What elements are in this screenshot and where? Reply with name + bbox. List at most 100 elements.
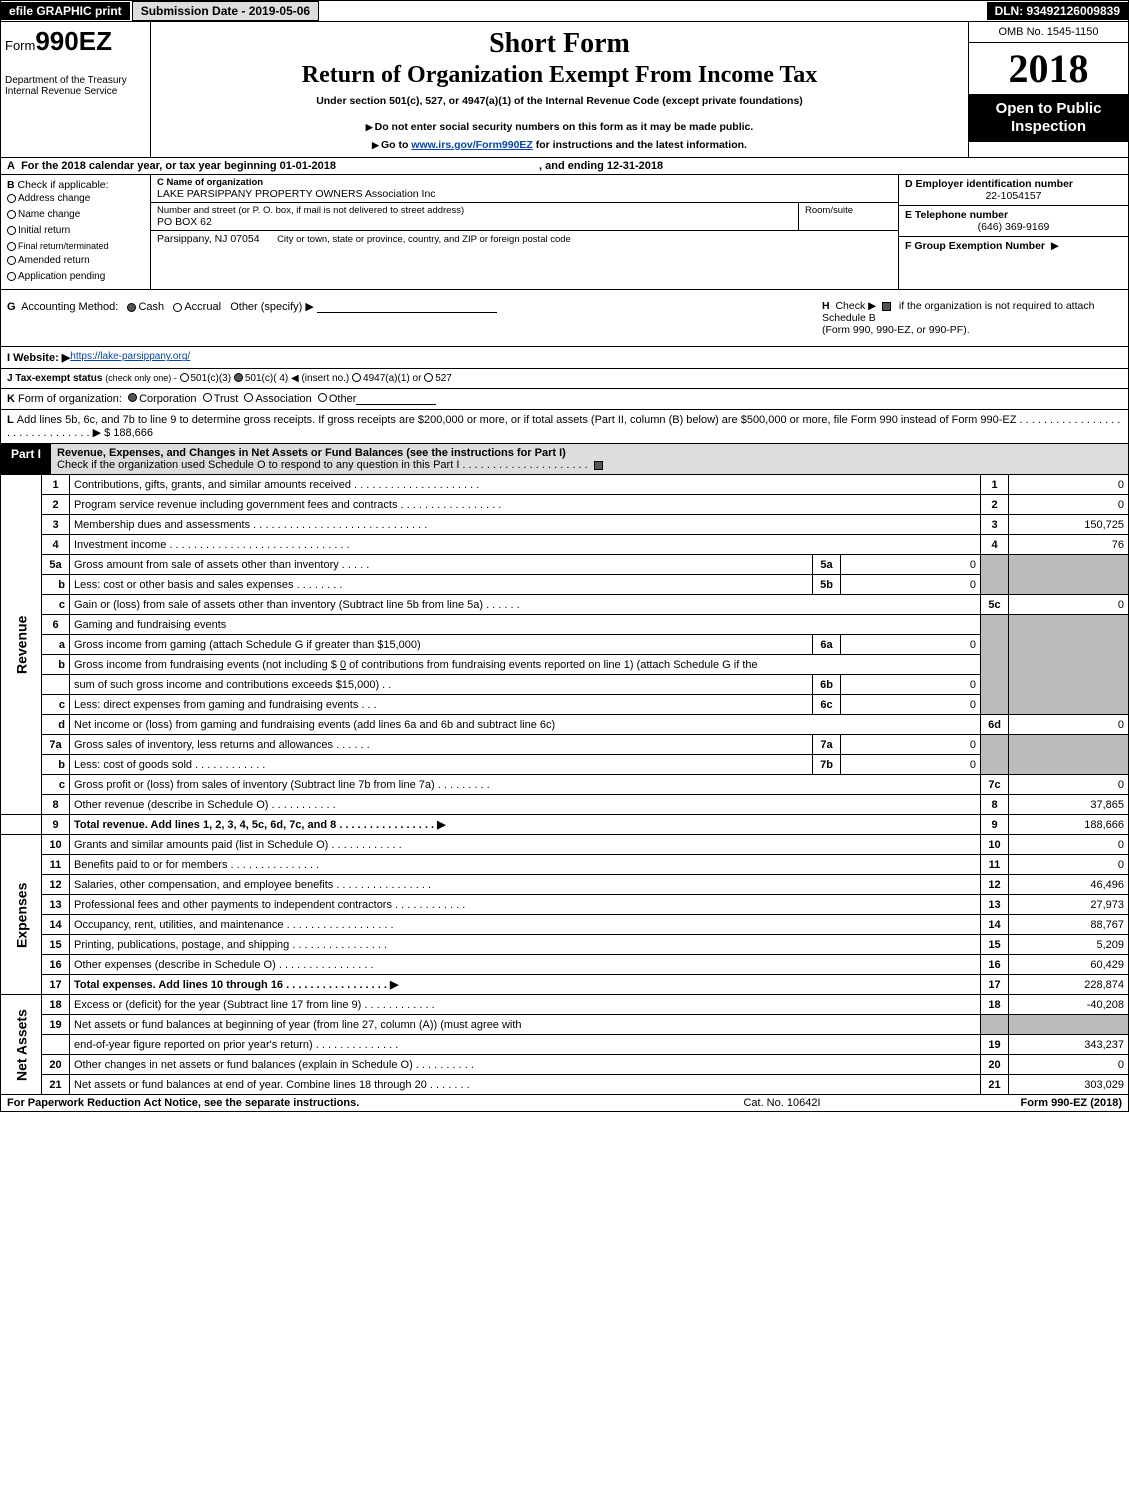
- checkbox-filled-icon[interactable]: [882, 302, 891, 311]
- row-19-2: end-of-year figure reported on prior yea…: [1, 1035, 1129, 1055]
- website-link[interactable]: https://lake-parsippany.org/: [70, 351, 190, 364]
- row-desc: Net income or (loss) from gaming and fun…: [70, 715, 981, 735]
- row-desc: Program service revenue including govern…: [70, 495, 981, 515]
- checkbox-filled-icon[interactable]: [594, 461, 603, 470]
- row-rnum: 19: [981, 1035, 1009, 1055]
- department-treasury: Department of the Treasury: [5, 75, 146, 86]
- form-990ez-footer: Form 990-EZ (2018): [1021, 1097, 1122, 1109]
- line-i: I Website: ▶ https://lake-parsippany.org…: [0, 347, 1129, 369]
- radio-filled-icon[interactable]: [127, 303, 136, 312]
- j-4947: 4947(a)(1) or: [363, 373, 421, 384]
- row-rnum: 17: [981, 975, 1009, 995]
- l-text: Add lines 5b, 6c, and 7b to line 9 to de…: [7, 414, 1120, 439]
- d-ein: D Employer identification number 22-1054…: [899, 175, 1128, 206]
- c-addr-label: Number and street (or P. O. box, if mail…: [157, 205, 798, 216]
- row-num: 8: [42, 795, 70, 815]
- submission-date-button[interactable]: Submission Date - 2019-05-06: [132, 1, 319, 21]
- row-6b-1: b Gross income from fundraising events (…: [1, 655, 1129, 675]
- line-a-content: A For the 2018 calendar year, or tax yea…: [1, 158, 669, 174]
- b-opt-final[interactable]: Final return/terminated: [7, 239, 144, 253]
- radio-icon[interactable]: [244, 393, 253, 402]
- row-rnum: 12: [981, 875, 1009, 895]
- form-990ez: 990EZ: [35, 26, 112, 56]
- row-num: 11: [42, 855, 70, 875]
- row-num: 21: [42, 1075, 70, 1095]
- short-form-title: Short Form: [161, 28, 958, 60]
- c-name-row: C Name of organization LAKE PARSIPPANY P…: [151, 175, 898, 203]
- row-num: b: [42, 575, 70, 595]
- radio-icon[interactable]: [203, 393, 212, 402]
- row-desc: end-of-year figure reported on prior yea…: [70, 1035, 981, 1055]
- j-501c: 501(c)( 4): [245, 373, 288, 384]
- row-num: [42, 1035, 70, 1055]
- radio-icon[interactable]: [424, 373, 433, 382]
- mini-val: 0: [841, 695, 981, 715]
- row-rnum: 18: [981, 995, 1009, 1015]
- row-val: 0: [1009, 855, 1129, 875]
- row-desc: Other changes in net assets or fund bala…: [70, 1055, 981, 1075]
- row-num: 4: [42, 535, 70, 555]
- b-opt-label: Application pending: [18, 271, 105, 282]
- form-number: Form990EZ: [5, 26, 146, 57]
- row-rnum: 9: [981, 815, 1009, 835]
- goto-link[interactable]: www.irs.gov/Form990EZ: [411, 139, 533, 151]
- row-rnum: 2: [981, 495, 1009, 515]
- c-addr-row: Number and street (or P. O. box, if mail…: [151, 203, 898, 231]
- b-opt-initial[interactable]: Initial return: [7, 223, 144, 239]
- mini-val: 0: [841, 735, 981, 755]
- row-desc: Gross profit or (loss) from sales of inv…: [70, 775, 981, 795]
- row-num: 17: [42, 975, 70, 995]
- row-desc: Occupancy, rent, utilities, and maintena…: [70, 915, 981, 935]
- arrow-icon: [372, 139, 381, 151]
- k-label: Form of organization:: [18, 393, 122, 405]
- line-a-prefix: A: [7, 160, 15, 172]
- row-desc: sum of such gross income and contributio…: [70, 675, 813, 695]
- city: Parsippany, NJ 07054: [157, 233, 260, 245]
- row-9: 9 Total revenue. Add lines 1, 2, 3, 4, 5…: [1, 815, 1129, 835]
- radio-icon[interactable]: [173, 303, 182, 312]
- b-opt-pending[interactable]: Application pending: [7, 269, 144, 285]
- top-bar: efile GRAPHIC print Submission Date - 20…: [0, 0, 1129, 22]
- radio-filled-icon[interactable]: [128, 393, 137, 402]
- row-14: 14 Occupancy, rent, utilities, and maint…: [1, 915, 1129, 935]
- open-public-1: Open to Public: [973, 100, 1124, 118]
- r17-bold: Total expenses. Add lines 10 through 16 …: [74, 979, 398, 991]
- room-suite: Room/suite: [798, 203, 898, 230]
- row-num: 15: [42, 935, 70, 955]
- radio-icon[interactable]: [352, 373, 361, 382]
- g-accrual: Accrual: [184, 301, 221, 313]
- b-opt-label: Final return/terminated: [18, 241, 109, 251]
- radio-icon[interactable]: [318, 393, 327, 402]
- row-num: 13: [42, 895, 70, 915]
- b-opt-amended[interactable]: Amended return: [7, 253, 144, 269]
- b-opt-name[interactable]: Name change: [7, 207, 144, 223]
- j-insert: ◀ (insert no.): [291, 373, 349, 384]
- row-desc: Printing, publications, postage, and shi…: [70, 935, 981, 955]
- k-other-input[interactable]: [356, 393, 436, 405]
- row-10: Expenses 10 Grants and similar amounts p…: [1, 835, 1129, 855]
- top-bar-left: efile GRAPHIC print Submission Date - 20…: [1, 1, 319, 21]
- efile-print-button[interactable]: efile GRAPHIC print: [1, 2, 130, 20]
- row-num: 5a: [42, 555, 70, 575]
- g-label: Accounting Method:: [21, 301, 118, 313]
- mini-val: 0: [841, 675, 981, 695]
- row-desc: Less: cost of goods sold . . . . . . . .…: [70, 755, 813, 775]
- row-rnum: 10: [981, 835, 1009, 855]
- row-8: 8 Other revenue (describe in Schedule O)…: [1, 795, 1129, 815]
- grey-cell: [1009, 555, 1129, 595]
- grey-cell: [1009, 1015, 1129, 1035]
- row-num: a: [42, 635, 70, 655]
- j-501c3: 501(c)(3): [191, 373, 232, 384]
- radio-filled-icon[interactable]: [234, 373, 243, 382]
- radio-icon[interactable]: [180, 373, 189, 382]
- row-rnum: 1: [981, 475, 1009, 495]
- c-city-label: City or town, state or province, country…: [277, 234, 571, 245]
- row-val: 0: [1009, 495, 1129, 515]
- row-rnum: 3: [981, 515, 1009, 535]
- other-specify-input[interactable]: [317, 301, 497, 313]
- line-a: A For the 2018 calendar year, or tax yea…: [0, 158, 1129, 175]
- b-opt-address[interactable]: Address change: [7, 191, 144, 207]
- line-l: L Add lines 5b, 6c, and 7b to line 9 to …: [0, 410, 1129, 444]
- row-desc: Total expenses. Add lines 10 through 16 …: [70, 975, 981, 995]
- row-7a: 7a Gross sales of inventory, less return…: [1, 735, 1129, 755]
